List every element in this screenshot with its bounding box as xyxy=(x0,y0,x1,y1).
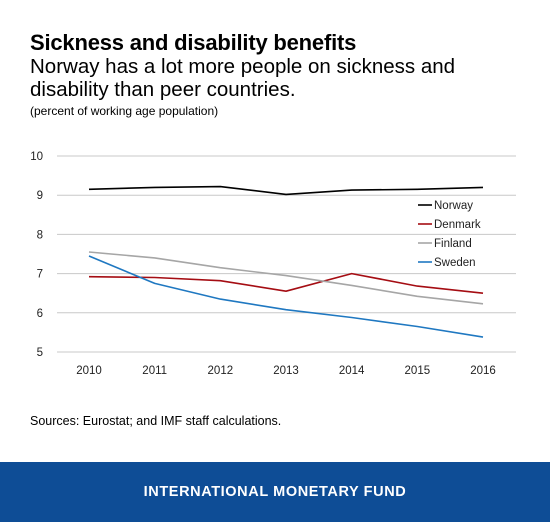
legend-label-norway: Norway xyxy=(434,200,473,212)
line-chart: 5 6 7 8 9 10 2010 2011 2012 2013 2014 2015 2016 Norw… xyxy=(30,151,516,377)
x-tick-label: 2012 xyxy=(208,365,234,377)
legend-label-sweden: Sweden xyxy=(434,257,476,269)
y-tick-label: 9 xyxy=(37,190,43,202)
source-note: Sources: Eurostat; and IMF staff calcula… xyxy=(30,414,282,428)
series-line-denmark xyxy=(88,272,484,294)
x-tick-label: 2015 xyxy=(405,365,431,377)
series-line-sweden xyxy=(88,255,484,338)
chart-title: Sickness and disability benefits xyxy=(30,30,357,55)
x-tick-label: 2014 xyxy=(339,365,365,377)
chart-subtitle: Norway has a lot more people on sickness… xyxy=(30,55,456,101)
footer-label: INTERNATIONAL MONETARY FUND xyxy=(143,484,407,500)
series-line-norway xyxy=(88,185,484,196)
x-tick-label: 2011 xyxy=(142,365,167,377)
footer-banner: INTERNATIONAL MONETARY FUND xyxy=(0,462,550,522)
y-tick-label: 8 xyxy=(37,229,43,241)
legend: Norway Denmark Finland Sweden xyxy=(418,200,481,269)
y-tick-label: 10 xyxy=(30,151,43,163)
x-tick-label: 2013 xyxy=(273,365,299,377)
y-tick-label: 5 xyxy=(37,347,43,359)
legend-label-finland: Finland xyxy=(434,238,472,250)
grid-layer xyxy=(57,155,516,353)
legend-label-denmark: Denmark xyxy=(434,219,481,231)
units-note: (percent of working age population) xyxy=(30,104,219,118)
x-tick-label: 2016 xyxy=(470,365,496,377)
y-tick-label: 7 xyxy=(37,269,43,281)
tick-layer: 5 6 7 8 9 10 2010 2011 2012 2013 2014 2015 2016 xyxy=(30,151,496,377)
x-tick-label: 2010 xyxy=(76,365,102,377)
series-layer xyxy=(88,185,484,338)
series-line-finland xyxy=(88,251,484,305)
y-tick-label: 6 xyxy=(37,308,43,320)
